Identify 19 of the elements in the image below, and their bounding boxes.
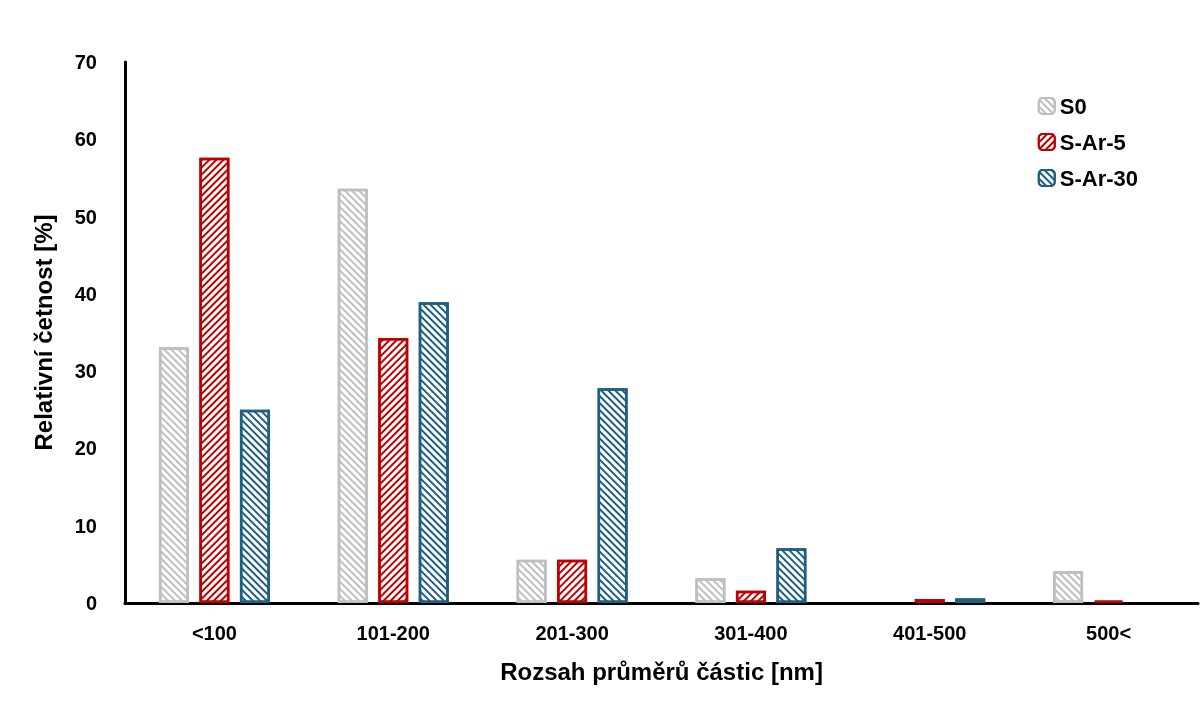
y-tick-label: 10 [74, 514, 97, 537]
y-tick-label: 60 [74, 128, 97, 151]
x-tick-label: 500< [1086, 622, 1132, 644]
x-tick-label: <100 [191, 622, 237, 644]
legend-label: S0 [1059, 93, 1087, 119]
y-tick-label: 70 [74, 51, 97, 73]
x-tick-label: 201-300 [535, 622, 609, 644]
y-tick-label: 30 [74, 360, 97, 383]
y-tick-label: 50 [74, 205, 97, 228]
legend-label: S-Ar-30 [1059, 165, 1138, 191]
y-tick-label: 0 [85, 592, 97, 614]
x-tick-label: 401-500 [893, 622, 967, 644]
x-tick-label: 101-200 [356, 622, 430, 644]
y-tick-label: 40 [74, 282, 97, 305]
x-axis-title: Rozsah průměrů částic [nm] [500, 657, 823, 685]
legend-label: S-Ar-5 [1059, 129, 1126, 155]
y-tick-label: 20 [74, 437, 97, 460]
x-tick-label: 301-400 [714, 622, 788, 644]
y-axis-title: Relativní četnost [%] [29, 214, 57, 451]
